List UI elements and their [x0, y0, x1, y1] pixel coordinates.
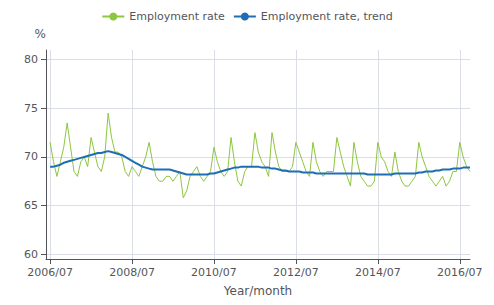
svg-text:Year/month: Year/month — [223, 284, 292, 298]
svg-text:80: 80 — [24, 53, 38, 66]
svg-text:2012/07: 2012/07 — [273, 266, 319, 279]
svg-text:2010/07: 2010/07 — [191, 266, 237, 279]
svg-text:70: 70 — [24, 150, 38, 163]
svg-text:2014/07: 2014/07 — [355, 266, 401, 279]
svg-text:2016/07: 2016/07 — [437, 266, 483, 279]
svg-text:2008/07: 2008/07 — [109, 266, 155, 279]
svg-text:Employment rate: Employment rate — [129, 10, 225, 23]
svg-text:65: 65 — [24, 199, 38, 212]
svg-text:60: 60 — [24, 248, 38, 261]
svg-text:2006/07: 2006/07 — [27, 266, 73, 279]
svg-text:%: % — [35, 27, 46, 41]
svg-text:75: 75 — [24, 102, 38, 115]
svg-text:Employment rate, trend: Employment rate, trend — [261, 10, 393, 23]
